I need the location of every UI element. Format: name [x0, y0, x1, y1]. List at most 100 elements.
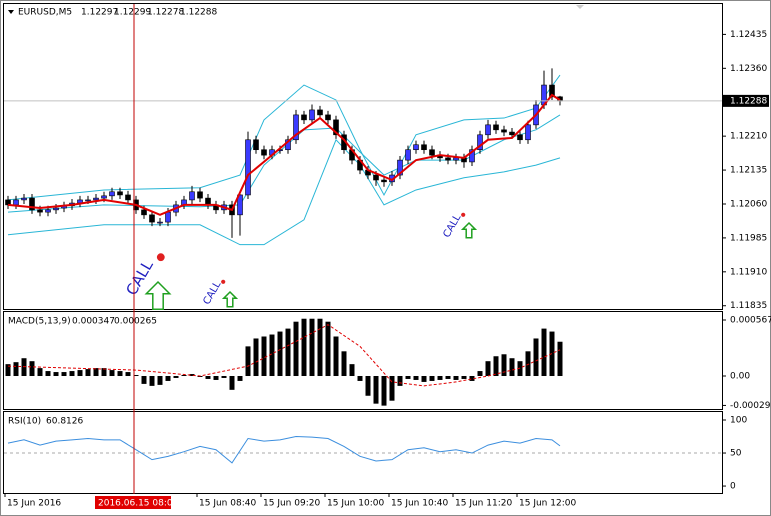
crosshair-label-box: [95, 496, 171, 509]
macd-bar: [229, 376, 235, 390]
macd-bar: [413, 376, 419, 380]
macd-bar: [541, 328, 547, 377]
ohlc-high: 1.12299: [114, 8, 151, 18]
macd-bar: [181, 375, 187, 377]
macd-bar: [485, 361, 491, 377]
candle-body: [37, 209, 43, 213]
macd-bar: [429, 376, 435, 381]
candle-body: [5, 199, 11, 206]
rsi-value: 60.8126: [46, 417, 83, 427]
macd-bar: [373, 376, 379, 404]
macd-bar: [533, 338, 539, 377]
candle-body: [205, 197, 211, 206]
y-tick-label: -0.000298: [730, 401, 771, 411]
bid-label: 1.12288: [730, 96, 767, 106]
candle-body: [469, 149, 475, 163]
call-icon: [156, 253, 165, 262]
macd-bar: [349, 364, 355, 377]
macd-bar: [173, 376, 179, 378]
macd-bar: [205, 376, 211, 379]
y-tick-label: 1.12210: [730, 132, 767, 142]
candle-body: [549, 84, 555, 98]
macd-bar: [557, 341, 563, 377]
call-icon: [461, 212, 466, 217]
candle-body: [53, 207, 59, 211]
crosshair-label: 2016.06.15 08:00: [98, 499, 179, 509]
macd-bar: [469, 376, 475, 381]
macd-bar: [317, 318, 323, 377]
candle-body: [477, 134, 483, 151]
y-tick-label: 1.12060: [730, 199, 767, 209]
rsi-title: RSI(10): [8, 417, 41, 427]
y-tick-label: 1.12435: [730, 30, 767, 40]
macd-bar: [501, 354, 507, 377]
candle-body: [93, 197, 99, 201]
candle-body: [309, 109, 315, 121]
macd-bar: [341, 351, 347, 377]
candle-body: [253, 139, 259, 151]
macd-bar: [333, 336, 339, 377]
y-tick-label: 1.11985: [730, 233, 767, 243]
y-tick-label: 1.12360: [730, 64, 767, 74]
macd-bar: [253, 338, 259, 377]
macd-bar: [421, 376, 427, 382]
macd-bar: [5, 364, 11, 377]
macd-bar: [157, 376, 163, 385]
candle-body: [141, 209, 147, 216]
macd-bar: [221, 376, 227, 378]
x-tick-label: 15 Jun 10:00: [327, 499, 384, 509]
candle-body: [245, 139, 251, 196]
x-tick-label: 15 Jun 2016: [7, 499, 61, 509]
y-tick-label: 0.00: [730, 372, 750, 382]
macd-bar: [301, 318, 307, 377]
macd-bar: [525, 351, 531, 377]
candle-body: [85, 199, 91, 202]
macd-bar: [61, 372, 67, 377]
candle-body: [405, 149, 411, 161]
ohlc-close: 1.12288: [180, 8, 217, 18]
macd-bar: [365, 376, 371, 396]
x-tick-label: 15 Jun 11:20: [455, 499, 512, 509]
rsi-line: [7, 436, 561, 464]
macd-bar: [477, 371, 483, 377]
macd-bar: [293, 321, 299, 377]
price-panel: [3, 3, 723, 310]
symbol: EURUSD,M5: [18, 8, 72, 18]
macd-bar: [277, 331, 283, 377]
macd-bar: [29, 361, 35, 377]
macd-bar: [165, 376, 171, 381]
macd-bar: [101, 368, 107, 377]
macd-bar: [93, 368, 99, 377]
y-tick-label: 100: [730, 416, 747, 426]
menu-triangle[interactable]: [8, 10, 14, 14]
candle-body: [117, 191, 123, 196]
bollinger-band: [7, 74, 561, 201]
macd-bar: [77, 370, 83, 377]
candle-body: [293, 114, 299, 141]
macd-bar: [125, 372, 131, 377]
macd-bar: [493, 356, 499, 377]
macd-bar: [37, 368, 43, 377]
candle-body: [29, 197, 35, 211]
candle-body: [525, 124, 531, 141]
macd-bar: [285, 328, 291, 377]
y-tick-label: 1.12135: [730, 166, 767, 176]
x-tick-label: 15 Jun 09:20: [263, 499, 320, 509]
candle-body: [101, 195, 107, 199]
macd-bar: [437, 376, 443, 380]
call-arrow: [221, 290, 239, 308]
macd-bar: [237, 376, 243, 381]
macd-bar: [309, 318, 315, 377]
candle-body: [261, 149, 267, 156]
macd-bar: [453, 376, 459, 380]
candle-body: [421, 144, 427, 151]
candle-body: [517, 134, 523, 141]
macd-signal-value: 0.000265: [114, 317, 157, 327]
macd-title: MACD(5,13,9): [8, 317, 71, 327]
macd-bar: [389, 376, 395, 401]
candle-body: [21, 197, 27, 201]
candle-body: [13, 199, 19, 206]
macd-bar: [117, 371, 123, 377]
call-icon: [221, 279, 226, 284]
